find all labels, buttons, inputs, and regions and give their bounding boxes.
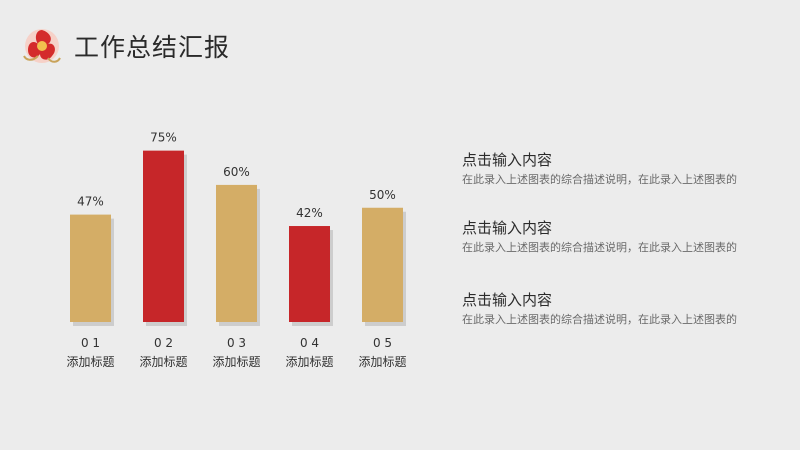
- description-title[interactable]: 点击输入内容: [462, 219, 553, 237]
- data-label: 42%: [296, 206, 323, 220]
- description-title[interactable]: 点击输入内容: [462, 291, 553, 309]
- bar: [143, 150, 184, 322]
- data-label: 75%: [150, 131, 177, 145]
- bar: [289, 226, 330, 322]
- description-block-3: 点击输入内容 在此录入上述图表的综合描述说明，在此录入上述图表的: [462, 290, 782, 327]
- data-label: 47%: [77, 195, 104, 209]
- category-sublabel: 添加标题: [139, 355, 187, 369]
- page-title: 工作总结汇报: [74, 33, 231, 62]
- description-block-2: 点击输入内容 在此录入上述图表的综合描述说明，在此录入上述图表的: [462, 218, 782, 255]
- data-label: 60%: [223, 165, 250, 179]
- category-sublabel: 添加标题: [358, 355, 406, 369]
- category-label: 0 2: [154, 336, 173, 350]
- red-peony-flower-icon: [23, 29, 61, 63]
- category-label: 0 5: [373, 336, 392, 350]
- category-sublabel: 添加标题: [212, 355, 260, 369]
- category-label: 0 3: [227, 336, 246, 350]
- description-text[interactable]: 在此录入上述图表的综合描述说明，在此录入上述图表的: [462, 241, 737, 254]
- bar-chart: 47% 0 1 添加标题 75% 0 2 添加标题 60% 0 3 添加标题 42% 0 4 添加标题…: [66, 131, 406, 369]
- description-text[interactable]: 在此录入上述图表的综合描述说明，在此录入上述图表的: [462, 313, 737, 326]
- bar: [216, 184, 257, 322]
- bar: [70, 214, 111, 322]
- category-label: 0 1: [81, 336, 100, 350]
- category-sublabel: 添加标题: [285, 355, 333, 369]
- data-label: 50%: [369, 188, 396, 202]
- category-label: 0 4: [300, 336, 319, 350]
- category-sublabel: 添加标题: [66, 355, 114, 369]
- description-title[interactable]: 点击输入内容: [462, 151, 553, 169]
- description-text[interactable]: 在此录入上述图表的综合描述说明，在此录入上述图表的: [462, 173, 737, 186]
- description-block-1: 点击输入内容 在此录入上述图表的综合描述说明，在此录入上述图表的: [462, 150, 782, 187]
- bar: [362, 207, 403, 322]
